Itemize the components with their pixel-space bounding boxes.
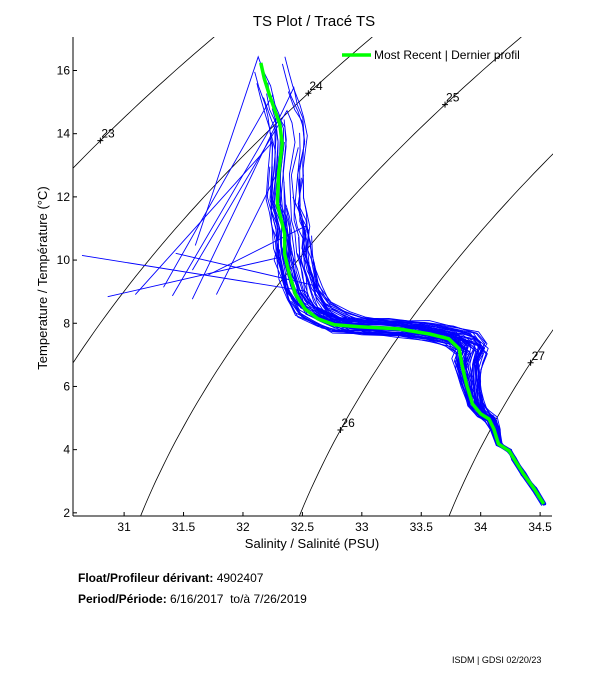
density-contour-23 (73, 37, 215, 169)
historical-profile-line (192, 109, 545, 506)
historical-profile-line (297, 177, 546, 506)
density-contour-25 (140, 37, 522, 516)
historical-profile-line (279, 249, 545, 504)
x-tick-label: 31.5 (172, 520, 196, 534)
historical-profile-line (134, 140, 547, 506)
historical-profile-line (292, 196, 543, 504)
historical-profile-line (208, 225, 544, 504)
historical-profile-line (284, 56, 546, 504)
period-end: 7/26/2019 (253, 592, 307, 606)
x-tick-label: 33 (355, 520, 369, 534)
historical-profile-line (215, 169, 542, 504)
historical-profile-line (302, 228, 543, 504)
historical-profiles (81, 55, 547, 506)
historical-profile-line (313, 262, 544, 504)
x-tick-label: 34.5 (528, 520, 552, 534)
contour-marker (337, 427, 344, 434)
historical-profile-line (301, 214, 545, 505)
recent-profile-group (259, 62, 546, 505)
x-tick-label: 31 (117, 520, 131, 534)
legend: Most Recent | Dernier profil (342, 48, 520, 62)
historical-profile-line (285, 204, 545, 504)
historical-profile-line (256, 83, 543, 504)
y-tick-label: 16 (57, 63, 71, 77)
y-tick-label: 12 (57, 190, 71, 204)
y-tick-label: 14 (57, 127, 71, 141)
density-contour-26 (298, 153, 553, 516)
y-tick-label: 10 (57, 253, 71, 267)
float-info: Float/Profileur dérivant: 4902407 (78, 571, 263, 585)
historical-profile-line (175, 252, 544, 504)
contour-marker (442, 101, 449, 108)
period-label: Period/Période: (78, 592, 167, 606)
x-tick-label: 32 (236, 520, 250, 534)
x-tick-label: 33.5 (410, 520, 434, 534)
contour-label-23: 23 (101, 127, 115, 141)
historical-profile-line (172, 116, 544, 504)
x-axis-label: Salinity / Salinité (PSU) (245, 536, 379, 551)
contour-label-25: 25 (446, 91, 460, 105)
y-tick-label: 4 (63, 443, 70, 457)
footer-credit: ISDM | GDSI 02/20/23 (452, 655, 542, 665)
float-label: Float/Profileur dérivant: (78, 571, 214, 585)
contour-marker (97, 137, 104, 144)
recent-profile-line (259, 62, 546, 505)
float-id: 4902407 (216, 571, 264, 585)
historical-profile-line (297, 174, 543, 505)
x-tick-label: 34 (474, 520, 488, 534)
historical-profile-line (298, 237, 545, 506)
historical-profile-line (278, 259, 544, 505)
historical-profile-line (275, 206, 546, 505)
period-info: Period/Période: 6/16/2017 to/à 7/26/2019 (78, 592, 307, 606)
historical-profile-line (284, 229, 546, 504)
x-tick-label: 32.5 (291, 520, 315, 534)
contour-label-26: 26 (341, 416, 355, 430)
y-tick-label: 6 (63, 379, 70, 393)
legend-label-recent: Most Recent | Dernier profil (374, 48, 520, 62)
historical-profile-line (297, 253, 543, 504)
contour-label-24: 24 (309, 79, 323, 93)
density-contour-27 (448, 329, 553, 516)
historical-profile-line (297, 202, 543, 504)
historical-profile-line (163, 93, 546, 504)
historical-profile-line (298, 178, 546, 505)
contour-label-27: 27 (532, 349, 546, 363)
chart-title: TS Plot / Tracé TS (253, 13, 375, 30)
y-tick-label: 8 (63, 316, 70, 330)
historical-profile-line (267, 82, 546, 504)
historical-profile-line (191, 86, 543, 504)
y-axis-label: Temperature / Température (°C) (35, 186, 50, 369)
historical-profile-line (311, 235, 546, 505)
historical-profile-line (287, 239, 543, 506)
y-tick-label: 2 (63, 506, 70, 520)
historical-profile-line (274, 213, 544, 506)
period-start: 6/16/2017 (170, 592, 224, 606)
historical-profile-line (310, 248, 545, 503)
density-contour-24 (73, 37, 373, 364)
contour-marker (305, 90, 312, 97)
period-separator: to/à (230, 592, 251, 606)
contour-marker (527, 359, 534, 366)
